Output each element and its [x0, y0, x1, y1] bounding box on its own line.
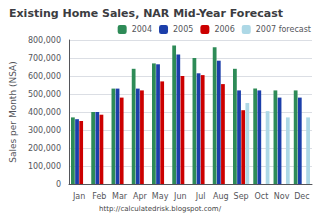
- svg-text:Dec: Dec: [294, 192, 309, 201]
- svg-text:2004: 2004: [132, 25, 152, 34]
- svg-text:Aug: Aug: [213, 192, 229, 201]
- svg-text:2005: 2005: [173, 25, 193, 34]
- svg-text:2006: 2006: [214, 25, 234, 34]
- svg-text:Oct: Oct: [254, 192, 268, 201]
- svg-text:800,000: 800,000: [28, 36, 61, 45]
- svg-text:Sep: Sep: [234, 192, 249, 201]
- svg-text:200,000: 200,000: [28, 144, 61, 153]
- svg-text:100,000: 100,000: [28, 162, 61, 171]
- svg-text:May: May: [152, 192, 169, 201]
- svg-text:Jun: Jun: [173, 192, 187, 201]
- svg-text:Sales per Month (NSA): Sales per Month (NSA): [8, 61, 18, 163]
- svg-text:Apr: Apr: [133, 192, 148, 201]
- svg-text:0: 0: [56, 180, 61, 189]
- svg-text:600,000: 600,000: [28, 72, 61, 81]
- svg-text:Nov: Nov: [274, 192, 290, 201]
- svg-text:Jul: Jul: [195, 192, 206, 201]
- svg-text:Mar: Mar: [112, 192, 128, 201]
- svg-text:http://calculatedrisk.blogspot: http://calculatedrisk.blogspot.com/: [99, 205, 222, 213]
- svg-text:300,000: 300,000: [28, 126, 61, 135]
- svg-text:700,000: 700,000: [28, 54, 61, 63]
- svg-text:Existing Home Sales, NAR Mid-Y: Existing Home Sales, NAR Mid-Year Foreca…: [9, 7, 283, 20]
- svg-text:500,000: 500,000: [28, 90, 61, 99]
- svg-text:400,000: 400,000: [28, 108, 61, 117]
- svg-text:Jan: Jan: [72, 192, 85, 201]
- svg-text:Feb: Feb: [92, 192, 106, 201]
- svg-text:2007 forecast: 2007 forecast: [256, 25, 311, 34]
